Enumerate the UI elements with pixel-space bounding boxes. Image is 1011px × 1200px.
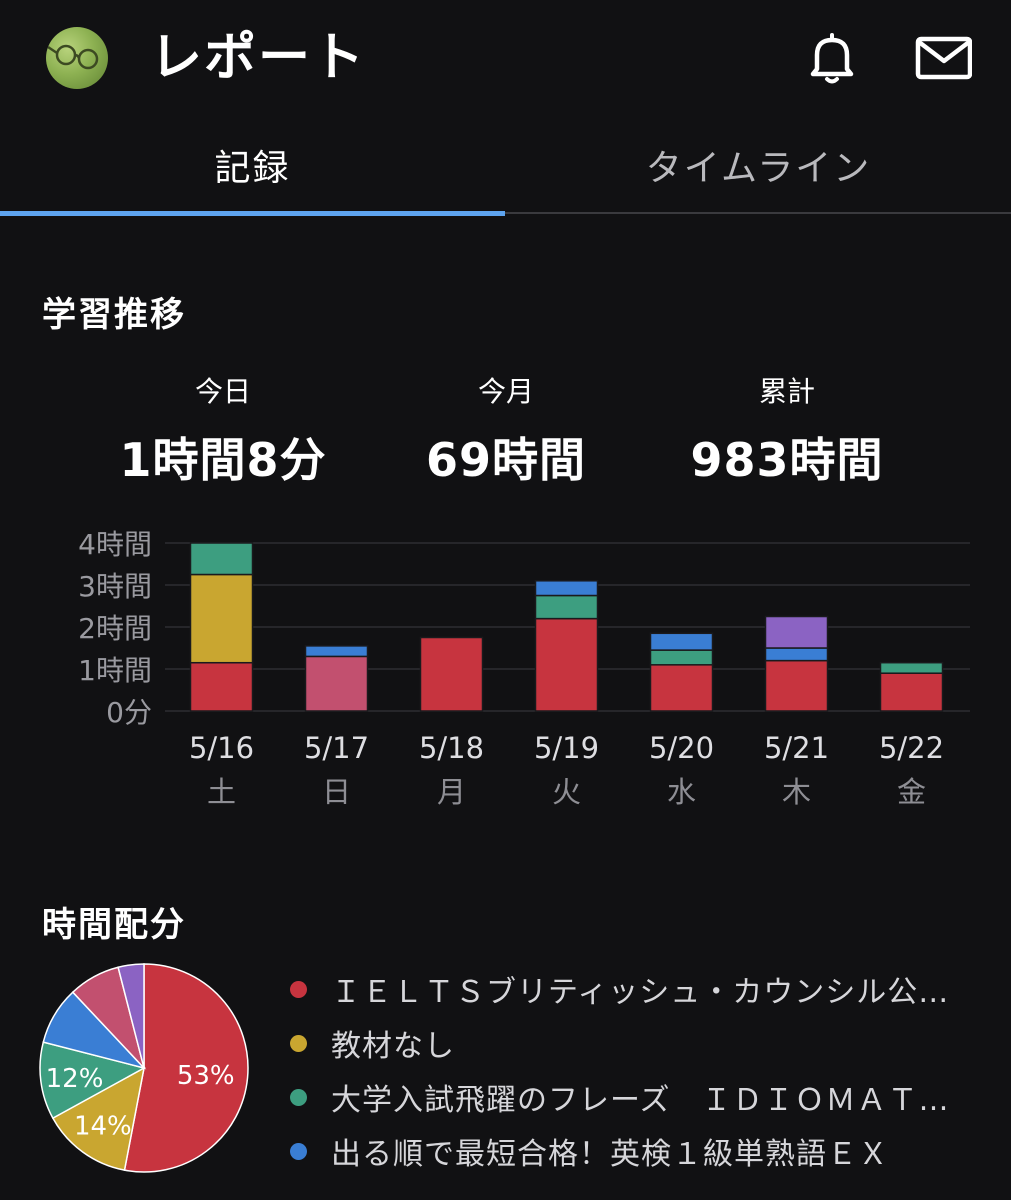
legend-label: 出る順で最短合格！英検１級単熟語ＥＸ (331, 1137, 889, 1172)
stat-value: 983時間 (690, 433, 884, 487)
stat-value: 69時間 (425, 433, 586, 487)
y-tick-label: 4時間 (78, 528, 152, 561)
stat-today: 今日 1時間8分 (93, 372, 353, 490)
tab-timeline[interactable]: タイムライン (645, 148, 872, 189)
stat-label: 今日 (194, 375, 251, 408)
x-tick-date: 5/20 (649, 731, 714, 765)
pie-slice-label: 53% (177, 1061, 235, 1091)
tab-divider (505, 212, 1011, 214)
section-title-allocation: 時間配分 (42, 905, 186, 945)
x-tick-weekday: 木 (782, 775, 811, 809)
y-tick-label: 2時間 (78, 612, 152, 645)
x-tick-date: 5/17 (304, 731, 369, 765)
bar-segment[interactable] (304, 645, 369, 658)
legend-item[interactable]: 教材なし (285, 1016, 985, 1070)
legend-label: 大学入試飛躍のフレーズ ＩＤＩＯＭＡＴ… (331, 1083, 950, 1118)
x-tick-date: 5/18 (419, 731, 484, 765)
y-tick-label: 0分 (106, 696, 152, 729)
x-tick-weekday: 水 (667, 775, 696, 809)
x-tick-weekday: 金 (897, 775, 926, 809)
legend-swatch (290, 1142, 307, 1160)
bar-segment[interactable] (534, 580, 599, 597)
pie-slice[interactable] (123, 963, 249, 1173)
pie-slice[interactable] (117, 963, 145, 1069)
mail-icon[interactable] (912, 28, 973, 88)
bell-icon[interactable] (802, 28, 862, 88)
bar-segment[interactable] (534, 617, 599, 712)
bar-segment[interactable] (649, 632, 714, 651)
glasses-avatar-icon (47, 44, 99, 70)
tab-indicator (0, 211, 505, 216)
app-header: レポート (0, 0, 1011, 115)
bar-segment[interactable] (649, 664, 714, 712)
legend-swatch (290, 1088, 307, 1106)
bar-segment[interactable] (879, 672, 944, 712)
x-tick-date: 5/19 (534, 731, 599, 765)
x-tick-weekday: 火 (552, 775, 581, 809)
x-tick-weekday: 土 (207, 775, 236, 809)
tab-bar: 記録 タイムライン (0, 115, 1011, 216)
stat-month: 今月 69時間 (376, 372, 636, 490)
legend-swatch (290, 1034, 307, 1052)
pie-slice-label: 12% (46, 1064, 104, 1094)
bar-segment[interactable] (649, 649, 714, 666)
y-tick-label: 1時間 (78, 654, 152, 687)
x-tick-date: 5/16 (189, 731, 254, 765)
legend-label: ＩＥＬＴＳブリティッシュ・カウンシル公… (331, 975, 950, 1010)
pie-slice[interactable] (51, 1066, 146, 1172)
legend-item[interactable]: 大学入試飛躍のフレーズ ＩＤＩＯＭＡＴ… (285, 1070, 985, 1124)
x-tick-date: 5/22 (879, 731, 944, 765)
bar-segment[interactable] (189, 661, 254, 712)
tab-records[interactable]: 記録 (214, 148, 291, 189)
section-title-trend: 学習推移 (42, 295, 186, 335)
bar-segment[interactable] (764, 647, 829, 662)
bar-segment[interactable] (419, 636, 484, 712)
stat-label: 今月 (477, 375, 534, 408)
x-tick-date: 5/21 (764, 731, 829, 765)
page-title: レポート (150, 28, 367, 88)
stat-value: 1時間8分 (119, 433, 327, 487)
time-allocation-pie: 53% 14% 12% (39, 963, 249, 1173)
bar-segment[interactable] (764, 659, 829, 712)
bar-segment[interactable] (764, 615, 829, 649)
bar-segment[interactable] (189, 542, 254, 576)
legend-item[interactable]: 出る順で最短合格！英検１級単熟語ＥＸ (285, 1124, 985, 1178)
legend-swatch (290, 980, 307, 998)
avatar[interactable] (46, 27, 108, 89)
x-tick-weekday: 月 (437, 775, 466, 809)
study-trend-chart: 0分 1時間 2時間 3時間 4時間 5/16 土 5/17 日 5/18 月 5/19 火 5/20 水 5… (78, 528, 970, 809)
pie-slice-label: 14% (74, 1112, 132, 1142)
bar-segment[interactable] (189, 573, 254, 664)
pie-slice[interactable] (39, 1041, 147, 1120)
stat-total: 累計 983時間 (657, 372, 917, 490)
bar-segment[interactable] (534, 594, 599, 620)
legend-item[interactable]: ＩＥＬＴＳブリティッシュ・カウンシル公… (285, 962, 985, 1016)
legend-label: 教材なし (331, 1029, 455, 1064)
x-tick-weekday: 日 (322, 775, 351, 809)
pie-legend: ＩＥＬＴＳブリティッシュ・カウンシル公… 教材なし大学入試飛躍のフレーズ ＩＤＩＯ… (285, 962, 985, 1178)
bar-segment[interactable] (879, 661, 944, 674)
bar-segment[interactable] (304, 655, 369, 712)
y-tick-label: 3時間 (78, 570, 152, 603)
stat-label: 累計 (758, 375, 815, 408)
